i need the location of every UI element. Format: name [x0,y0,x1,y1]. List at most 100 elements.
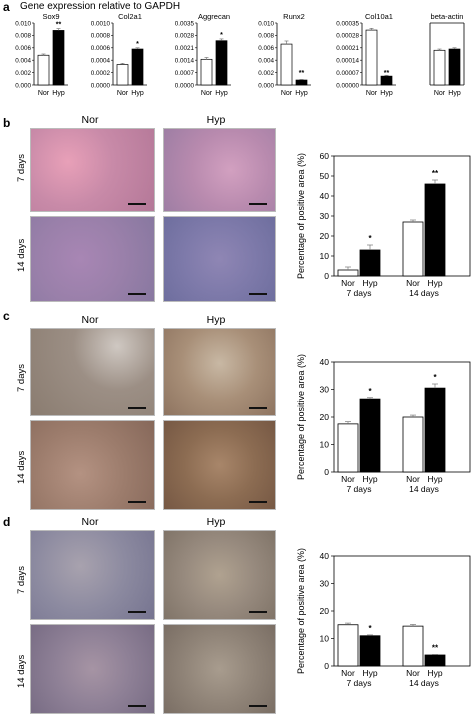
y-tick-label-a5: 0.00014 [336,58,359,65]
y-tick-label-a5: 0.00028 [336,33,359,40]
micrograph-c-hyp-7days [163,328,276,416]
significance-a2: * [136,41,139,48]
group-label-c: 7 days [346,484,371,494]
y-tick-label-c: 40 [320,357,330,367]
y-tick-label-a1: 0.004 [15,58,31,65]
bar-a3-nor [200,58,213,86]
bar-a6-hyp [448,48,461,86]
x-tick-label-a2: Hyp [131,90,144,97]
scale-bar [128,293,146,295]
panel-c-row-14days: 14 days [16,450,27,484]
x-tick-label-b: Hyp [427,278,442,288]
y-tick-label-a4: 0.004 [258,58,274,65]
x-tick-label-a5: Nor [366,90,378,97]
bar-a4-nor [280,43,293,86]
y-tick-label-a1: 0.006 [15,45,31,52]
group-label-d: 7 days [346,678,371,688]
y-tick-label-a2: 0.0002 [91,70,111,77]
chart-title-a1: Sox9 [42,12,59,21]
x-tick-label-a6: Hyp [448,90,461,97]
y-tick-label-d: 40 [320,551,330,561]
panel-c-row-7days: 7 days [16,364,27,392]
y-tick-label-a1: 0.010 [15,20,31,27]
panel-b-row-14days: 14 days [16,238,27,272]
y-tick-label-a1: 0.000 [15,82,31,89]
micrograph-b-nor-14days [30,216,155,302]
x-tick-label-a4: Nor [281,90,293,97]
panel-c-col-hyp: Hyp [206,314,226,326]
panel-b-letter: b [3,116,11,130]
micrograph-b-nor-7days [30,128,155,212]
panel-d-row-14days: 14 days [16,654,27,688]
y-tick-label-d: 30 [320,579,330,589]
y-tick-label-c: 10 [320,440,330,450]
x-tick-label-c: Nor [341,474,355,484]
bar-a3-hyp [215,40,228,86]
y-tick-label-a1: 0.002 [15,70,31,77]
scale-bar [249,407,267,409]
x-tick-label-d: Nor [341,668,355,678]
panel-d-row-7days: 7 days [16,566,27,594]
y-tick-label-a2: 0.0008 [91,33,111,40]
group-label-b: 7 days [346,288,371,298]
panel-a-letter: a [3,0,10,14]
x-tick-label-a2: Nor [117,90,129,97]
bar-b-14days-nor [402,221,424,277]
chart-title-a3: Aggrecan [198,12,230,21]
y-tick-label-b: 60 [320,151,330,161]
y-tick-label-d: 10 [320,634,330,644]
scale-bar [249,293,267,295]
y-tick-label-a4: 0.000 [258,82,274,89]
plot-frame-b [333,155,471,277]
y-tick-label-a1: 0.008 [15,33,31,40]
panel-d-col-nor: Nor [81,516,99,528]
y-tick-label-a2: 0.0004 [91,58,111,65]
bar-a5-hyp [380,75,393,86]
scale-bar [128,501,146,503]
y-tick-label-a3: 0.0028 [175,33,195,40]
x-tick-label-a1: Hyp [52,90,65,97]
y-tick-label-b: 30 [320,211,330,221]
micrograph-c-nor-14days [30,420,155,510]
bar-a6-nor [433,49,446,86]
micrograph-b-hyp-14days [163,216,276,302]
bar-d-7days-hyp [359,635,381,667]
y-tick-label-a4: 0.008 [258,33,274,40]
y-tick-label-b: 40 [320,191,330,201]
bar-d-14days-hyp [424,654,446,667]
bar-b-14days-hyp [424,183,446,277]
scale-bar [249,611,267,613]
y-tick-label-b: 20 [320,231,330,241]
group-label-b: 14 days [409,288,439,298]
x-tick-label-c: Nor [406,474,420,484]
y-tick-label-a5: 0.00035 [336,20,359,27]
chart-title-a6: beta-actin [431,12,464,21]
x-tick-label-b: Nor [406,278,420,288]
panel-c-bar-chart: 0 10 20 30 40 Percentage of positive area (%)… [296,354,471,494]
panel-b-row-7days: 7 days [16,154,27,182]
y-tick-label-a5: 0.00021 [336,45,359,52]
y-tick-label-a2: 0.0006 [91,45,111,52]
panel-a-gene-expression-charts: Sox9 0.000 0.002 0.004 0.006 0.008 0.010 Nor * * H… [15,12,465,97]
x-tick-label-b: Nor [341,278,355,288]
bar-c-7days-hyp [359,398,381,473]
micrograph-d-nor-7days [30,530,155,620]
panel-c-col-nor: Nor [81,314,99,326]
significance-b: ** [432,169,439,178]
bar-c-7days-nor [337,423,359,473]
panel-c-letter: c [3,309,10,323]
micrograph-c-hyp-14days [163,420,276,510]
panel-d-col-hyp: Hyp [206,516,226,528]
scale-bar [128,407,146,409]
significance-b: * [368,234,372,243]
y-tick-label-a3: 0.0035 [175,20,195,27]
micrograph-b-hyp-7days [163,128,276,212]
significance-a3: * [220,32,223,39]
x-tick-label-a3: Hyp [215,90,228,97]
y-axis-label-c: Percentage of positive area (%) [296,354,306,480]
bar-a1-nor [37,54,50,86]
chart-title-a2: Col2a1 [118,12,142,21]
y-tick-label-d: 20 [320,606,330,616]
x-tick-label-a5: Hyp [380,90,393,97]
group-label-d: 14 days [409,678,439,688]
